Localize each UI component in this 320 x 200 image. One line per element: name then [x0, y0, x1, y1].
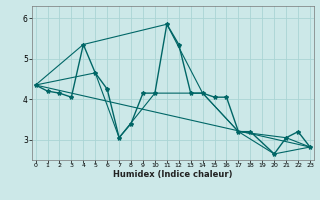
X-axis label: Humidex (Indice chaleur): Humidex (Indice chaleur)	[113, 170, 233, 179]
